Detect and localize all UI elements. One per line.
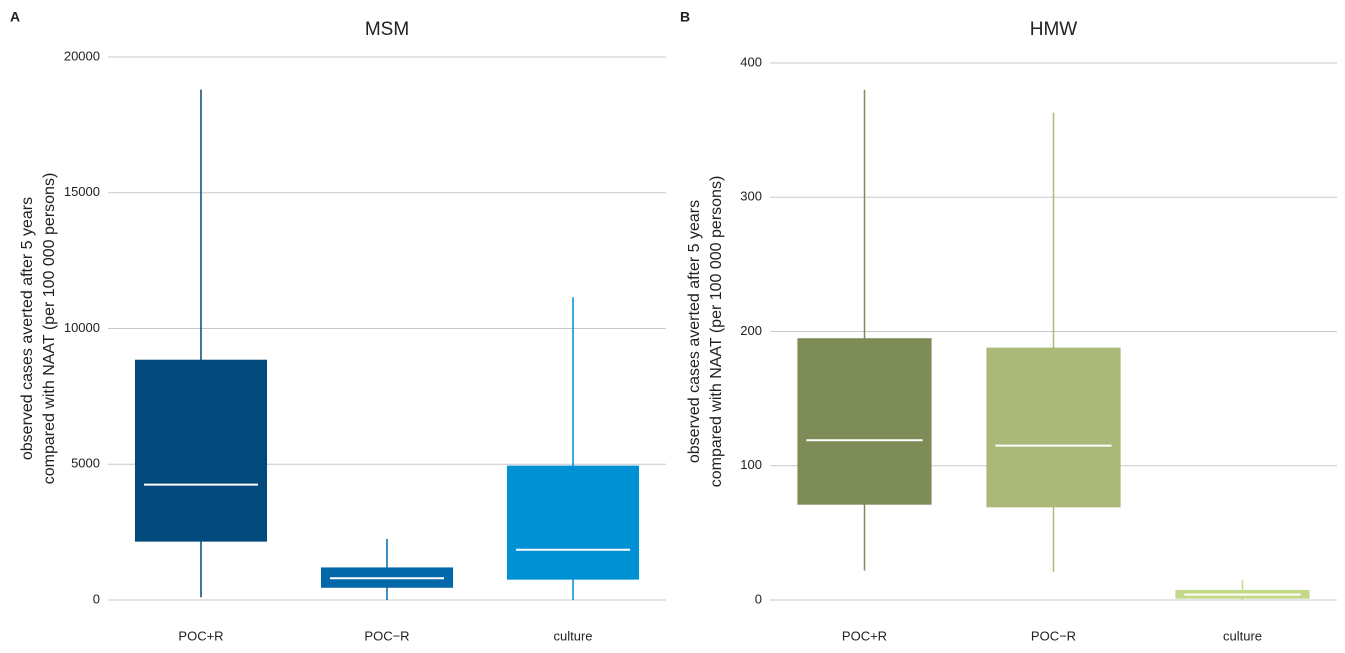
chart-title: MSM (365, 19, 409, 40)
y-axis-label: observed cases averted after 5 years (686, 200, 703, 463)
box (506, 465, 640, 580)
y-tick-label: 15000 (64, 184, 100, 199)
y-tick-label: 300 (740, 189, 762, 204)
chart-title: HMW (1030, 19, 1078, 40)
y-tick-label: 5000 (71, 456, 100, 471)
x-tick-label: POC−R (364, 628, 409, 643)
x-tick-label: culture (553, 628, 592, 643)
x-tick-label: POC+R (842, 628, 887, 643)
x-tick-label: POC−R (1031, 628, 1076, 643)
x-tick-label: POC+R (178, 628, 223, 643)
y-axis-label: compared with NAAT (per 100 000 persons) (41, 173, 58, 485)
y-tick-label: 400 (740, 54, 762, 69)
y-tick-label: 100 (740, 457, 762, 472)
y-tick-label: 0 (93, 591, 100, 606)
y-tick-label: 0 (755, 591, 762, 606)
y-tick-label: 200 (740, 323, 762, 338)
panel-label: A (10, 9, 20, 25)
y-axis-label: compared with NAAT (per 100 000 persons) (708, 176, 725, 488)
box (986, 347, 1121, 508)
y-axis-label: observed cases averted after 5 years (19, 197, 36, 460)
box (797, 338, 932, 505)
box (134, 359, 268, 542)
y-tick-label: 20000 (64, 48, 100, 63)
x-tick-label: culture (1223, 628, 1262, 643)
panel-label: B (680, 9, 690, 25)
y-tick-label: 10000 (64, 320, 100, 335)
